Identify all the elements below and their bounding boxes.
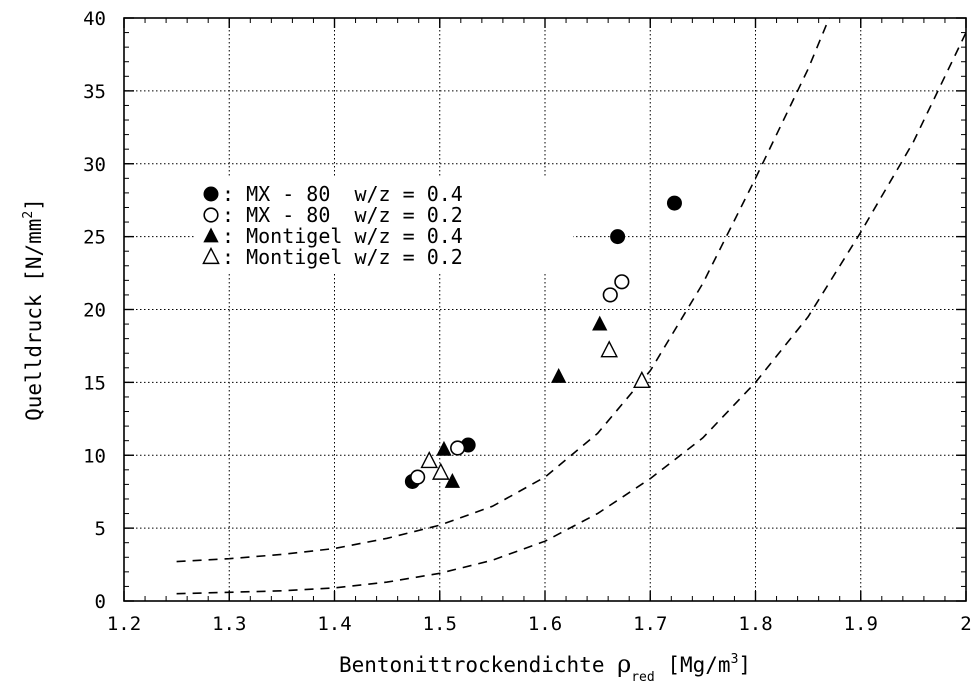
series-1-point — [666, 195, 682, 211]
legend-marker-1 — [203, 186, 219, 202]
data-points — [404, 195, 682, 489]
x-tick-label: 1.8 — [738, 613, 772, 635]
y-tick-label: 25 — [83, 227, 106, 249]
series-4-point — [600, 340, 618, 358]
y-tick-label: 20 — [83, 300, 106, 322]
x-axis-title-subscript: red — [631, 670, 654, 685]
series-2-point — [450, 440, 466, 456]
series-4-point — [633, 370, 651, 388]
legend-marker-4 — [202, 246, 220, 265]
dashed-curve-2 — [176, 32, 967, 595]
legend: : MX - 80 w/z = 0.4: MX - 80 w/z = 0.2: … — [195, 178, 573, 274]
x-tick-label: 1.6 — [528, 613, 562, 635]
y-axis-title-main: Quelldruck [N/mm — [22, 219, 46, 421]
series-2-point — [602, 287, 618, 303]
x-tick-label: 1.5 — [423, 613, 457, 635]
x-axis-title: Bentonittrockendichte ρred [Mg/m3] — [339, 650, 751, 685]
legend-label-1: : MX - 80 w/z = 0.4 — [222, 182, 463, 206]
series-4-point — [432, 462, 450, 480]
series-2-point — [410, 469, 426, 485]
x-tick-label: 1.7 — [633, 613, 667, 635]
tick-labels: 1.2 1.3 1.4 1.5 1.6 1.7 1.8 1.9 2051015202530354… — [83, 8, 972, 635]
series-2-point — [614, 274, 630, 290]
grid — [124, 18, 966, 601]
x-tick-label: 1.4 — [317, 613, 351, 635]
x-tick-label: 1.3 — [212, 613, 246, 635]
y-axis-title: Quelldruck [N/mm2] — [21, 198, 46, 421]
x-axis-title-unit-close: ] — [738, 653, 751, 677]
y-tick-label: 0 — [95, 591, 106, 613]
series-3-point — [436, 440, 452, 456]
x-axis-title-symbol: ρ — [617, 650, 631, 678]
x-tick-label: 1.2 — [107, 613, 141, 635]
axis-ticks — [123, 17, 967, 602]
series-3-point — [444, 472, 461, 488]
reference-curves — [176, 17, 967, 595]
y-tick-label: 40 — [83, 8, 106, 30]
dashed-curve-1 — [176, 17, 830, 563]
y-tick-label: 15 — [83, 372, 106, 394]
legend-label-4: : Montigel w/z = 0.2 — [222, 245, 463, 269]
x-axis-title-main: Bentonittrockendichte — [339, 653, 617, 677]
y-axis-title-superscript: 2 — [21, 211, 36, 219]
series-3-point — [592, 315, 608, 331]
x-axis-title-unit: [Mg/m — [655, 653, 731, 677]
y-tick-label: 5 — [95, 518, 106, 540]
x-axis-title-unit-superscript: 3 — [731, 652, 739, 667]
legend-marker-3 — [203, 227, 219, 243]
x-tick-label: 2 — [960, 613, 971, 635]
y-tick-label: 30 — [83, 154, 106, 176]
legend-label-2: : MX - 80 w/z = 0.2 — [222, 203, 463, 227]
series-4-point — [420, 451, 439, 469]
y-axis-title-close: ] — [22, 198, 46, 211]
y-tick-label: 10 — [83, 445, 106, 467]
series-1-point — [610, 229, 626, 245]
y-tick-label: 35 — [83, 81, 106, 103]
legend-background — [195, 178, 573, 274]
x-tick-label: 1.9 — [844, 613, 878, 635]
legend-label-3: : Montigel w/z = 0.4 — [222, 224, 463, 248]
series-3-point — [551, 368, 567, 383]
legend-marker-2 — [203, 207, 219, 223]
